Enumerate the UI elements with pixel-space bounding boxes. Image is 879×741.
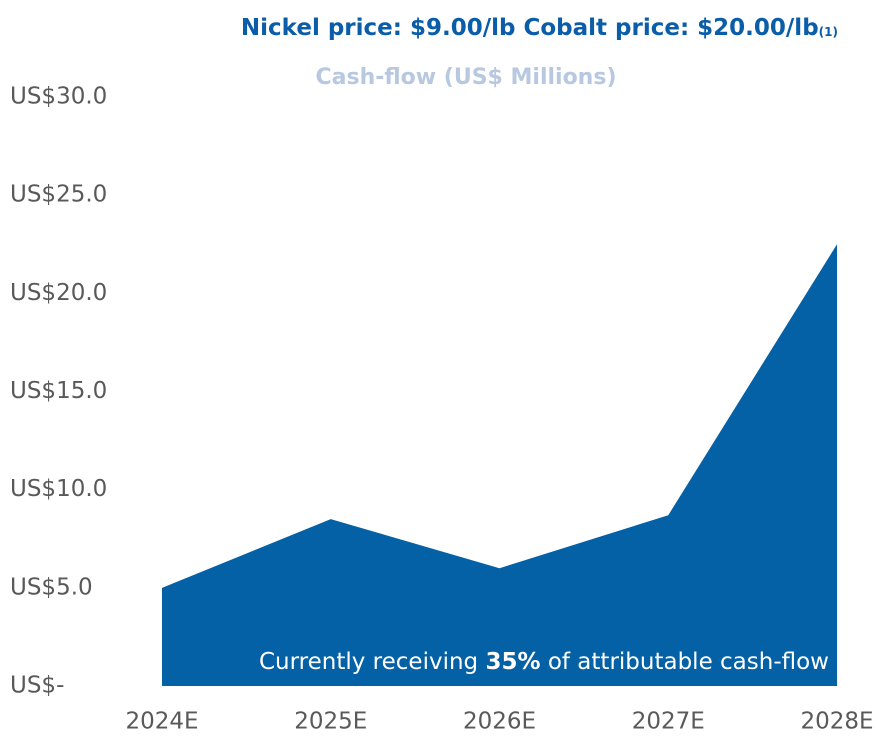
annotation-suffix: of attributable cash-flow	[548, 649, 829, 675]
annotation-prefix: Currently receiving	[259, 649, 478, 675]
y-tick-label: US$15.0	[10, 378, 107, 404]
chart-title: Nickel price: $9.00/lb Cobalt price: $20…	[241, 15, 819, 41]
x-tick-label: 2026E	[463, 709, 536, 735]
annotation-bold: 35%	[485, 649, 540, 675]
area	[162, 244, 837, 686]
y-tick-label: US$25.0	[10, 182, 107, 208]
y-tick-label: US$30.0	[10, 84, 107, 110]
y-tick-label: US$10.0	[10, 476, 107, 502]
y-tick-label: US$5.0	[10, 574, 93, 600]
annotation: Currently receiving 35% of attributable …	[259, 649, 829, 675]
chart-subtitle: Cash-flow (US$ Millions)	[316, 65, 617, 90]
y-tick-label: US$20.0	[10, 280, 107, 306]
chart-title-group: Nickel price: $9.00/lb Cobalt price: $20…	[241, 15, 838, 41]
title-note: (1)	[819, 25, 838, 39]
y-tick-label: US$-	[10, 673, 64, 699]
plot-area	[162, 244, 837, 686]
x-tick-label: 2027E	[632, 709, 705, 735]
x-tick-label: 2024E	[125, 709, 198, 735]
x-tick-label: 2025E	[294, 709, 367, 735]
x-tick-label: 2028E	[800, 709, 873, 735]
